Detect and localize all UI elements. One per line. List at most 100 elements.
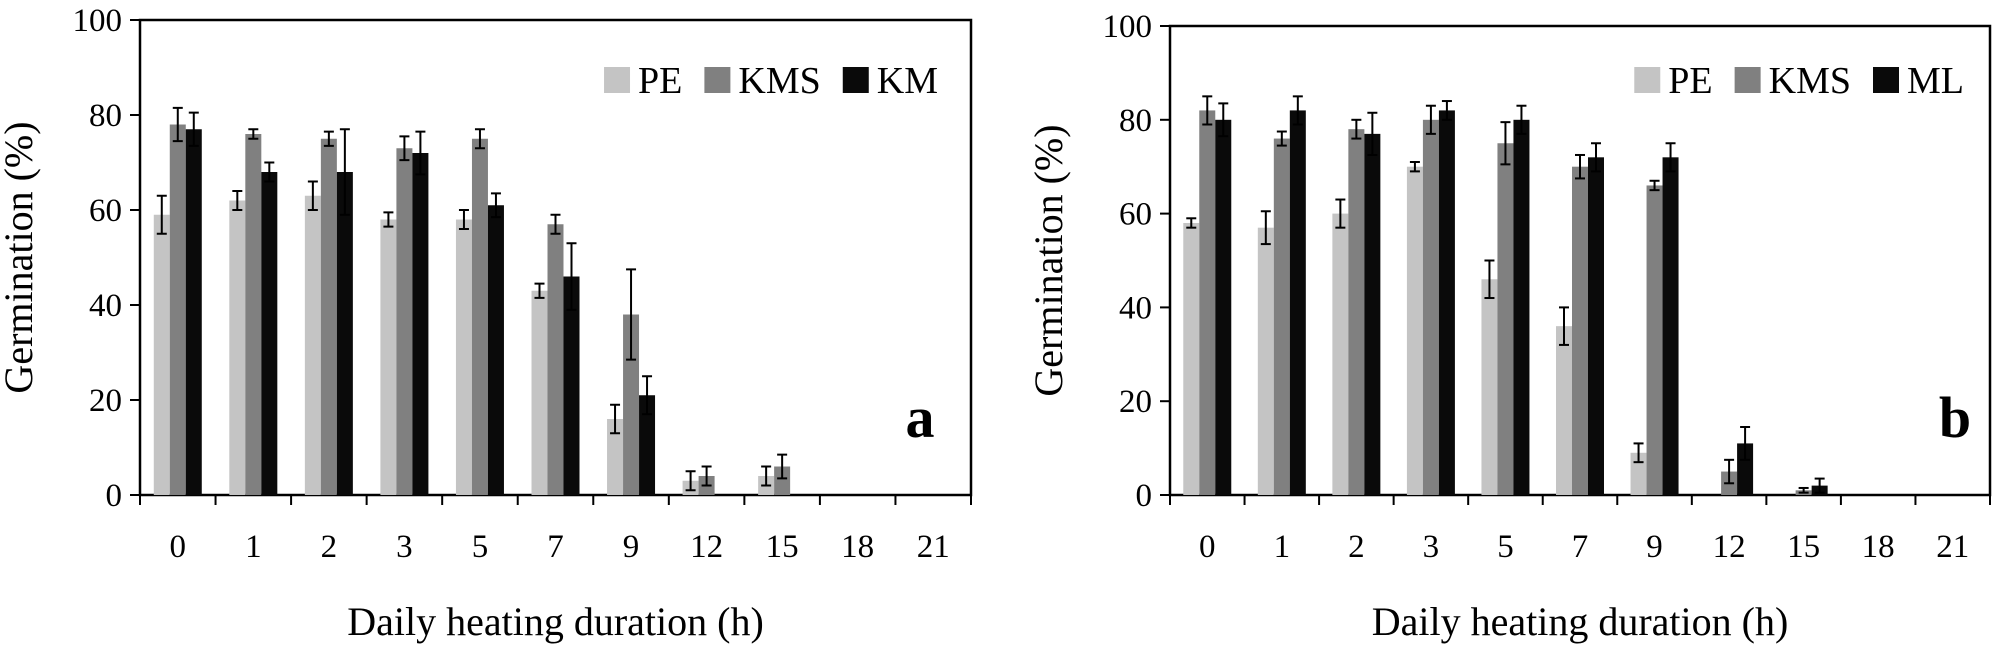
legend-swatch-ml <box>1873 67 1899 93</box>
legend-label-km: KM <box>877 60 938 102</box>
legend: ML KMS PE <box>1634 60 1964 102</box>
bar-ml-2 <box>1364 133 1381 495</box>
y-tick-label: 80 <box>89 98 122 134</box>
bar-kms-3 <box>396 148 413 495</box>
x-tick-label: 3 <box>1423 529 1440 565</box>
bar-pe-5 <box>1481 279 1498 495</box>
bar-ml-12 <box>1737 443 1754 495</box>
x-tick-label: 9 <box>1646 529 1663 565</box>
bar-pe-2 <box>304 195 321 495</box>
legend: KM KMS PE <box>604 60 938 102</box>
x-tick-label: 2 <box>321 529 338 565</box>
bar-pe-7 <box>531 290 548 495</box>
x-tick-label: 5 <box>1497 529 1514 565</box>
bar-ml-5 <box>1513 119 1530 496</box>
legend-label-ml: ML <box>1907 60 1964 102</box>
panel-letter: b <box>1939 385 1971 450</box>
panel-letter: a <box>906 385 935 450</box>
x-tick-label: 5 <box>472 529 489 565</box>
y-tick-label: 80 <box>1119 103 1152 139</box>
bar-kms-1 <box>245 134 262 495</box>
bar-km-9 <box>639 395 656 495</box>
x-axis-title: Daily heating duration (h) <box>1372 599 1789 644</box>
y-axis-title: Germination (%) <box>1026 124 1071 396</box>
x-tick-label: 21 <box>917 529 950 565</box>
legend-label-kms: KMS <box>1769 60 1851 102</box>
bar-kms-5 <box>471 138 488 495</box>
bar-km-7 <box>563 276 580 495</box>
x-tick-label: 12 <box>1713 529 1746 565</box>
bar-kms-5 <box>1497 143 1514 495</box>
bar-pe-5 <box>455 219 472 495</box>
bar-kms-3 <box>1422 119 1439 496</box>
bar-pe-9 <box>607 419 624 495</box>
bar-kms-0 <box>169 124 186 495</box>
x-tick-label: 21 <box>1936 529 1969 565</box>
bar-kms-0 <box>1199 110 1216 496</box>
bar-kms-9 <box>1646 185 1663 495</box>
legend-label-kms: KMS <box>738 60 820 102</box>
legend-swatch-pe <box>604 67 631 93</box>
bar-km-2 <box>336 172 353 495</box>
bar-pe-0 <box>153 214 170 495</box>
x-tick-label: 0 <box>170 529 187 565</box>
x-tick-label: 1 <box>1274 529 1291 565</box>
legend-swatch-kms <box>1734 67 1761 93</box>
y-tick-label: 0 <box>106 478 123 514</box>
legend-label-pe: PE <box>1668 60 1712 102</box>
x-tick-label: 9 <box>623 529 640 565</box>
y-tick-label: 20 <box>89 383 122 419</box>
bar-pe-3 <box>1406 166 1423 495</box>
x-tick-label: 12 <box>690 529 723 565</box>
x-tick-label: 15 <box>766 529 799 565</box>
bar-kms-2 <box>1348 129 1365 495</box>
x-tick-label: 18 <box>1862 529 1895 565</box>
bar-km-0 <box>185 129 202 495</box>
x-tick-label: 1 <box>245 529 262 565</box>
bar-pe-1 <box>1257 227 1274 496</box>
bar-kms-2 <box>320 138 337 495</box>
y-tick-label: 100 <box>73 3 123 39</box>
bar-ml-0 <box>1215 119 1232 496</box>
bar-pe-0 <box>1183 222 1200 496</box>
bar-ml-3 <box>1438 110 1455 496</box>
x-tick-label: 15 <box>1787 529 1820 565</box>
y-tick-label: 40 <box>1119 290 1152 326</box>
legend-swatch-kms <box>704 67 731 93</box>
y-tick-label: 20 <box>1119 384 1152 420</box>
bar-pe-1 <box>229 200 246 495</box>
y-tick-label: 40 <box>89 288 122 324</box>
bar-pe-9 <box>1630 452 1647 495</box>
bar-kms-15 <box>774 466 791 495</box>
bar-kms-7 <box>1572 166 1588 495</box>
bar-pe-2 <box>1332 213 1349 495</box>
bar-ml-9 <box>1662 157 1679 495</box>
bar-km-5 <box>487 205 504 495</box>
legend-swatch-km <box>842 67 869 93</box>
bar-pe-7 <box>1556 326 1572 495</box>
y-tick-label: 100 <box>1103 9 1153 45</box>
x-tick-label: 2 <box>1348 529 1365 565</box>
x-tick-label: 3 <box>396 529 413 565</box>
y-tick-label: 60 <box>89 193 122 229</box>
y-axis-title: Germination (%) <box>0 121 41 393</box>
bar-ml-1 <box>1289 110 1306 496</box>
x-tick-label: 7 <box>547 529 564 565</box>
bar-km-1 <box>261 172 278 495</box>
x-tick-label: 7 <box>1572 529 1589 565</box>
y-tick-label: 60 <box>1119 197 1152 233</box>
bar-kms-1 <box>1273 138 1290 495</box>
x-axis-title: Daily heating duration (h) <box>347 599 764 644</box>
x-tick-label: 18 <box>841 529 874 565</box>
legend-label-pe: PE <box>638 60 682 102</box>
bar-km-3 <box>412 153 429 495</box>
y-tick-label: 0 <box>1136 478 1153 514</box>
bar-kms-7 <box>547 224 564 495</box>
bar-pe-3 <box>380 219 397 495</box>
bar-ml-7 <box>1588 157 1604 495</box>
legend-swatch-pe <box>1634 67 1661 93</box>
x-tick-label: 0 <box>1199 529 1216 565</box>
